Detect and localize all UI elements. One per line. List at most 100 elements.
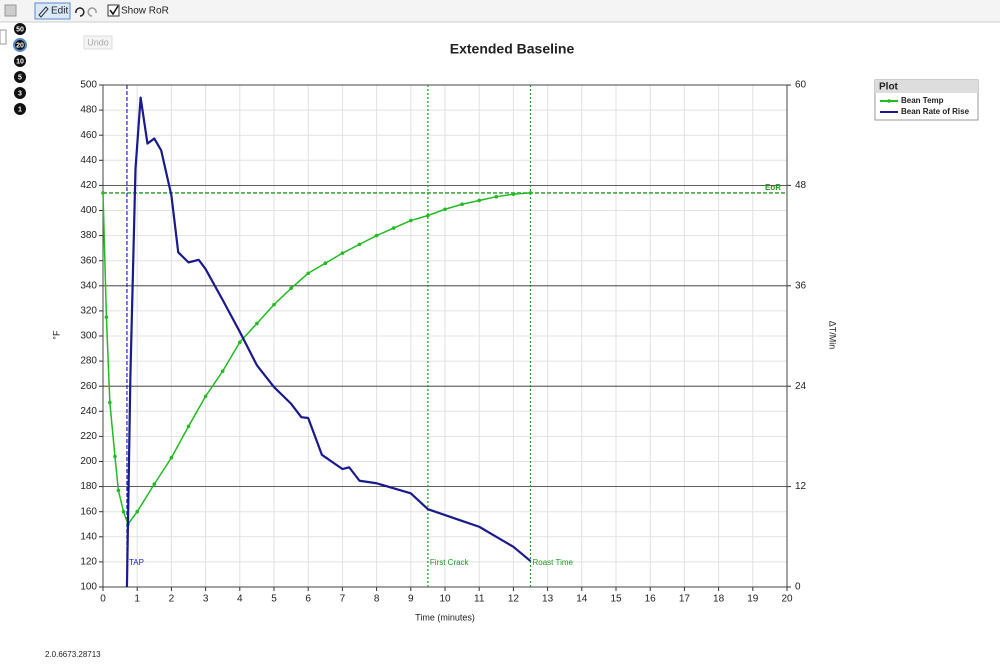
- zoom-button[interactable]: [14, 103, 26, 115]
- x-tick-label: 13: [542, 594, 554, 605]
- point: [121, 509, 126, 514]
- x-tick-label: 19: [747, 594, 759, 605]
- point: [169, 455, 174, 460]
- point: [477, 198, 482, 203]
- edit-button[interactable]: [34, 2, 71, 20]
- zoom-label: 1: [18, 106, 22, 113]
- zoom-button[interactable]: [14, 87, 26, 99]
- zoom-button[interactable]: [14, 71, 26, 83]
- point: [186, 424, 191, 429]
- undo-icon[interactable]: [75, 7, 85, 17]
- legend-header: [875, 80, 978, 93]
- edit-label: Edit: [51, 6, 68, 17]
- x-tick-label: 9: [408, 594, 414, 605]
- point: [238, 340, 242, 345]
- point: [113, 454, 117, 459]
- point: [391, 226, 396, 230]
- point: [101, 191, 105, 195]
- y-tick-label: 220: [80, 431, 97, 442]
- x-tick-label: 7: [340, 594, 346, 605]
- y2-tick-label: 48: [795, 180, 807, 191]
- x-tick-label: 0: [100, 594, 106, 605]
- zoom-button[interactable]: [14, 55, 26, 67]
- x-tick-label: 14: [576, 594, 588, 605]
- checkmark: [109, 5, 119, 16]
- x-tick-label: 18: [713, 594, 725, 605]
- x-axis-label: Time (minutes): [415, 612, 475, 622]
- toolbar: [0, 0, 1000, 22]
- point: [443, 207, 447, 212]
- undo-button[interactable]: [83, 35, 113, 50]
- point: [272, 302, 276, 307]
- y-tick-label: 100: [80, 582, 97, 593]
- point: [135, 509, 139, 514]
- zoom-button[interactable]: [14, 23, 26, 35]
- point: [255, 321, 259, 326]
- y2-axis-label: ΔT/Min: [828, 321, 838, 350]
- point: [460, 202, 464, 207]
- legend-title: Plot: [879, 82, 899, 93]
- x-tick-label: 11: [474, 594, 485, 605]
- legend-marker: [887, 99, 891, 103]
- y-tick-label: 180: [80, 481, 97, 492]
- point: [409, 218, 413, 223]
- x-tick-label: 1: [134, 594, 140, 605]
- y-tick-label: 160: [80, 506, 97, 517]
- undo-label: Undo: [87, 37, 109, 47]
- x-tick-label: 10: [439, 594, 451, 605]
- y-tick-label: 460: [80, 130, 97, 141]
- show-ror-checkbox[interactable]: [107, 4, 120, 17]
- y-tick-label: 480: [80, 105, 97, 116]
- x-tick-label: 8: [374, 594, 380, 605]
- x-tick-label: 16: [645, 594, 657, 605]
- zoom-label: 50: [16, 26, 24, 33]
- y-axis-label: °F: [51, 330, 61, 340]
- point: [511, 192, 516, 196]
- y-tick-label: 300: [80, 331, 97, 342]
- pencil-icon: [38, 6, 49, 18]
- legend: Plot Bean Temp Bean Rate of Rise: [874, 79, 979, 121]
- point: [528, 191, 533, 195]
- y-tick-label: 320: [80, 306, 97, 317]
- zoom-label: 20: [16, 42, 24, 49]
- point: [357, 242, 362, 247]
- y-tick-label: 440: [80, 155, 97, 166]
- x-tick-label: 15: [610, 594, 622, 605]
- x-tick-label: 17: [679, 594, 691, 605]
- point: [289, 286, 293, 291]
- y2-tick-label: 36: [795, 280, 807, 291]
- point: [494, 194, 499, 199]
- zoom-label: 10: [16, 58, 24, 65]
- point: [116, 488, 121, 493]
- side-tab: [0, 29, 7, 45]
- x-tick-label: 12: [508, 594, 520, 605]
- point: [220, 369, 225, 373]
- x-tick-label: 5: [271, 594, 277, 605]
- redo-icon[interactable]: [87, 7, 97, 17]
- y-tick-label: 140: [80, 531, 97, 542]
- zoom-label: 3: [18, 90, 22, 97]
- y-tick-label: 380: [80, 230, 97, 241]
- y-tick-label: 420: [80, 180, 97, 191]
- y-tick-label: 340: [80, 280, 97, 291]
- point: [104, 315, 109, 319]
- series-line: [102, 192, 531, 525]
- version: 2.0.6673.28713: [45, 650, 101, 659]
- y-tick-label: 360: [80, 255, 97, 266]
- point: [426, 213, 430, 218]
- y2-tick-label: 24: [795, 381, 807, 392]
- x-tick-label: 6: [305, 594, 311, 605]
- event-label: Roast Time: [533, 558, 574, 567]
- legend-label: Bean Temp: [901, 96, 944, 105]
- event-label: First Crack: [430, 558, 470, 567]
- x-tick-label: 2: [169, 594, 175, 605]
- zoom-button[interactable]: [13, 38, 27, 52]
- point: [152, 482, 157, 486]
- y-tick-label: 500: [80, 80, 97, 91]
- y-tick-label: 400: [80, 205, 97, 216]
- save-icon[interactable]: [4, 4, 17, 17]
- point: [203, 394, 208, 399]
- x-tick-label: 20: [781, 594, 793, 605]
- y-tick-label: 280: [80, 356, 97, 367]
